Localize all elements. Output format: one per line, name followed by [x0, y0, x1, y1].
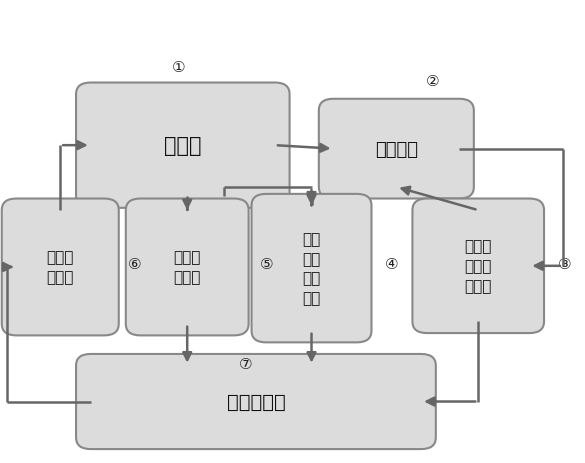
Text: 开关装置: 开关装置 — [375, 140, 418, 158]
Text: ④: ④ — [385, 257, 399, 271]
Text: ②: ② — [426, 74, 440, 88]
Text: 充电器: 充电器 — [164, 136, 202, 156]
FancyBboxPatch shape — [126, 199, 249, 336]
FancyBboxPatch shape — [76, 354, 436, 449]
Text: 主输出
电压采
集模块: 主输出 电压采 集模块 — [464, 239, 492, 294]
Text: ⑤: ⑤ — [259, 257, 273, 271]
FancyBboxPatch shape — [2, 199, 119, 336]
FancyBboxPatch shape — [319, 100, 474, 199]
Text: 智能控制器: 智能控制器 — [226, 392, 285, 411]
Text: 电压控
制模块: 电压控 制模块 — [47, 250, 74, 285]
Text: ①: ① — [171, 60, 185, 75]
FancyBboxPatch shape — [412, 199, 544, 333]
FancyBboxPatch shape — [252, 194, 371, 343]
Text: ⑦: ⑦ — [239, 356, 253, 371]
Text: 充电
状态
采集
模块: 充电 状态 采集 模块 — [302, 232, 321, 306]
FancyBboxPatch shape — [76, 83, 290, 208]
Text: ⑥: ⑥ — [128, 257, 142, 271]
Text: ③: ③ — [558, 257, 572, 271]
Text: 稳压电
源模块: 稳压电 源模块 — [174, 250, 201, 285]
